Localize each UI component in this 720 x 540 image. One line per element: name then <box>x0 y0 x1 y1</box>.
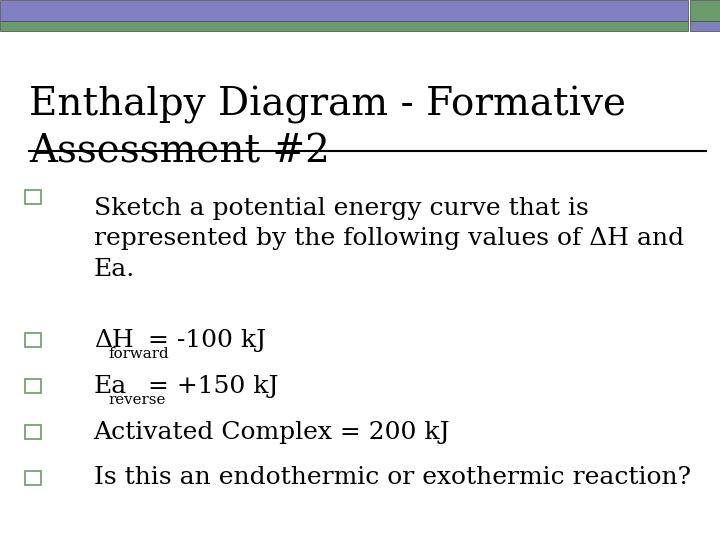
Text: Sketch a potential energy curve that is
represented by the following values of Δ: Sketch a potential energy curve that is … <box>94 197 684 280</box>
Bar <box>25 379 41 393</box>
Bar <box>25 471 41 485</box>
Text: = -100 kJ: = -100 kJ <box>140 329 266 352</box>
Text: ΔH: ΔH <box>94 329 133 352</box>
Text: Is this an endothermic or exothermic reaction?: Is this an endothermic or exothermic rea… <box>94 467 690 489</box>
Text: Activated Complex = 200 kJ: Activated Complex = 200 kJ <box>94 421 450 443</box>
Text: = +150 kJ: = +150 kJ <box>140 375 278 397</box>
Text: forward: forward <box>108 347 168 361</box>
Text: Ea: Ea <box>94 375 127 397</box>
Bar <box>25 425 41 439</box>
Bar <box>25 333 41 347</box>
Text: reverse: reverse <box>108 393 166 407</box>
Text: Enthalpy Diagram - Formative
Assessment #2: Enthalpy Diagram - Formative Assessment … <box>29 86 626 170</box>
Bar <box>25 190 41 204</box>
